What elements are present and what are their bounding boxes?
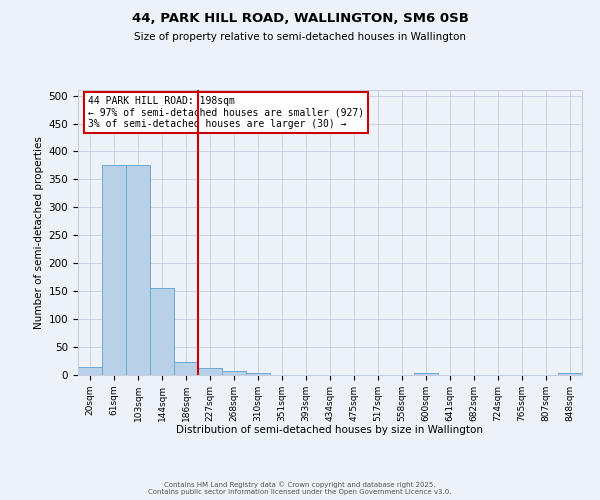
Bar xyxy=(414,373,438,375)
Bar xyxy=(198,368,222,375)
Bar xyxy=(246,374,270,375)
Text: 44, PARK HILL ROAD, WALLINGTON, SM6 0SB: 44, PARK HILL ROAD, WALLINGTON, SM6 0SB xyxy=(131,12,469,26)
Bar xyxy=(222,370,246,375)
Text: 44 PARK HILL ROAD: 198sqm
← 97% of semi-detached houses are smaller (927)
3% of : 44 PARK HILL ROAD: 198sqm ← 97% of semi-… xyxy=(88,96,364,129)
Bar xyxy=(558,373,582,375)
Text: Contains HM Land Registry data © Crown copyright and database right 2025.: Contains HM Land Registry data © Crown c… xyxy=(164,481,436,488)
Text: Contains public sector information licensed under the Open Government Licence v3: Contains public sector information licen… xyxy=(148,489,452,495)
Text: Size of property relative to semi-detached houses in Wallington: Size of property relative to semi-detach… xyxy=(134,32,466,42)
Bar xyxy=(174,362,198,375)
Bar xyxy=(78,366,102,375)
Bar xyxy=(150,288,174,375)
Bar xyxy=(126,166,150,375)
Y-axis label: Number of semi-detached properties: Number of semi-detached properties xyxy=(34,136,44,329)
X-axis label: Distribution of semi-detached houses by size in Wallington: Distribution of semi-detached houses by … xyxy=(176,426,484,436)
Bar xyxy=(102,166,126,375)
